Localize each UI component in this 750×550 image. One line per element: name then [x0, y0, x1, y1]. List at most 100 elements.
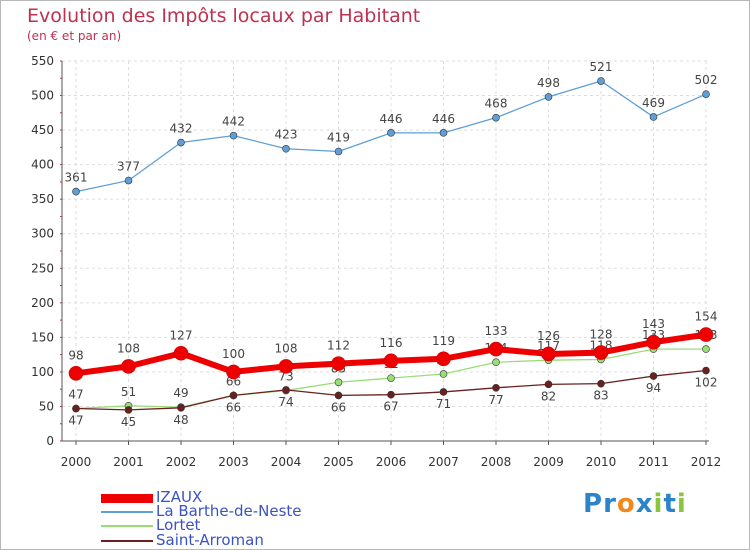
data-point [278, 359, 294, 374]
data-point [597, 77, 605, 85]
data-label: 432 [170, 122, 193, 136]
data-point [173, 345, 189, 361]
data-point [649, 113, 658, 121]
data-point [439, 129, 448, 137]
x-tick-label: 2010 [586, 455, 617, 469]
data-label: 423 [275, 128, 298, 142]
data-point [68, 365, 84, 381]
proxiti-logo: Proxiti [583, 489, 687, 519]
data-point [544, 93, 553, 101]
logo-letter: x [635, 489, 654, 519]
x-tick-label: 2005 [323, 455, 354, 469]
logo-letter: r [603, 489, 617, 519]
data-label: 446 [432, 112, 455, 126]
y-tick-label: 150 [31, 330, 54, 344]
data-point [177, 404, 185, 412]
data-point [124, 176, 133, 185]
data-label: 73 [278, 370, 293, 384]
data-point [124, 406, 133, 414]
data-point [282, 386, 290, 394]
data-point [646, 334, 661, 350]
data-point [334, 147, 343, 156]
data-point [492, 358, 500, 367]
data-label: 47 [68, 388, 83, 402]
data-label: 77 [488, 393, 503, 407]
data-point [492, 383, 500, 392]
x-tick-label: 2012 [691, 455, 722, 469]
data-label: 74 [278, 395, 293, 409]
data-point [334, 391, 343, 400]
legend-label: IZAUX [156, 488, 203, 506]
y-tick-label: 500 [31, 89, 54, 103]
data-label: 119 [432, 334, 455, 348]
data-point [72, 187, 80, 196]
data-label: 469 [642, 96, 665, 110]
data-point [177, 138, 185, 147]
chart-title: Evolution des Impôts locaux par Habitant [27, 5, 421, 27]
data-label: 67 [383, 400, 398, 414]
logo-letter: t [663, 489, 677, 519]
data-label: 468 [485, 97, 508, 111]
legend-label: Lortet [156, 516, 201, 534]
data-point [544, 380, 553, 389]
x-tick-label: 2006 [376, 455, 407, 469]
y-tick-label: 200 [31, 296, 54, 310]
plot-area [62, 61, 709, 441]
data-label: 71 [436, 397, 451, 411]
data-point [649, 372, 658, 380]
logo-letter: i [676, 489, 687, 519]
data-label: 498 [537, 76, 560, 90]
data-point [72, 404, 80, 413]
data-point [229, 131, 238, 140]
legend-label: Saint-Arroman [156, 531, 264, 549]
x-tick-label: 2003 [218, 455, 249, 469]
data-label: 82 [541, 389, 556, 403]
data-point [702, 90, 710, 98]
x-tick-label: 2004 [271, 455, 302, 469]
y-tick-label: 550 [31, 54, 54, 68]
data-label: 143 [642, 317, 665, 331]
data-label: 377 [117, 160, 140, 174]
data-point [439, 388, 448, 396]
series-saint-arroman: 47 45 48 66 74 66 67 71 77 82 83 94 102 [68, 366, 717, 429]
data-point [492, 113, 500, 122]
logo-letter: P [583, 489, 604, 519]
y-tick-label: 350 [31, 192, 54, 206]
y-tick-label: 250 [31, 261, 54, 275]
y-tick-label: 0 [46, 434, 54, 448]
x-tick-label: 2001 [113, 455, 144, 469]
data-label: 446 [380, 112, 403, 126]
data-label: 116 [380, 336, 403, 350]
y-tick-label: 50 [39, 399, 54, 413]
data-point [226, 364, 241, 380]
data-point [387, 129, 395, 137]
data-label: 45 [121, 415, 136, 429]
series-izaux: 98 108 127 100 108 112 116 119 133 126 128 143 154 [68, 310, 717, 381]
data-label: 361 [65, 171, 88, 185]
data-point [229, 391, 238, 400]
data-point [387, 374, 395, 382]
data-label: 83 [593, 389, 608, 403]
data-label: 442 [222, 115, 245, 129]
data-point [387, 390, 395, 399]
legend-swatch [101, 493, 153, 503]
data-point [282, 144, 290, 153]
data-point [121, 359, 136, 374]
chart-subtitle: (en € et par an) [27, 29, 122, 43]
data-label: 51 [121, 385, 136, 399]
x-tick-label: 2009 [533, 455, 564, 469]
data-label: 98 [68, 348, 83, 362]
data-point [488, 341, 504, 357]
data-label: 108 [117, 341, 140, 355]
data-label: 112 [327, 339, 350, 353]
data-point [383, 353, 399, 369]
data-label: 48 [173, 413, 188, 427]
logo-letter: i [653, 489, 664, 519]
y-tick-label: 450 [31, 123, 54, 137]
data-label: 419 [327, 131, 350, 145]
legend-swatch [101, 525, 153, 527]
data-label: 154 [695, 310, 718, 324]
data-label: 94 [646, 381, 661, 395]
